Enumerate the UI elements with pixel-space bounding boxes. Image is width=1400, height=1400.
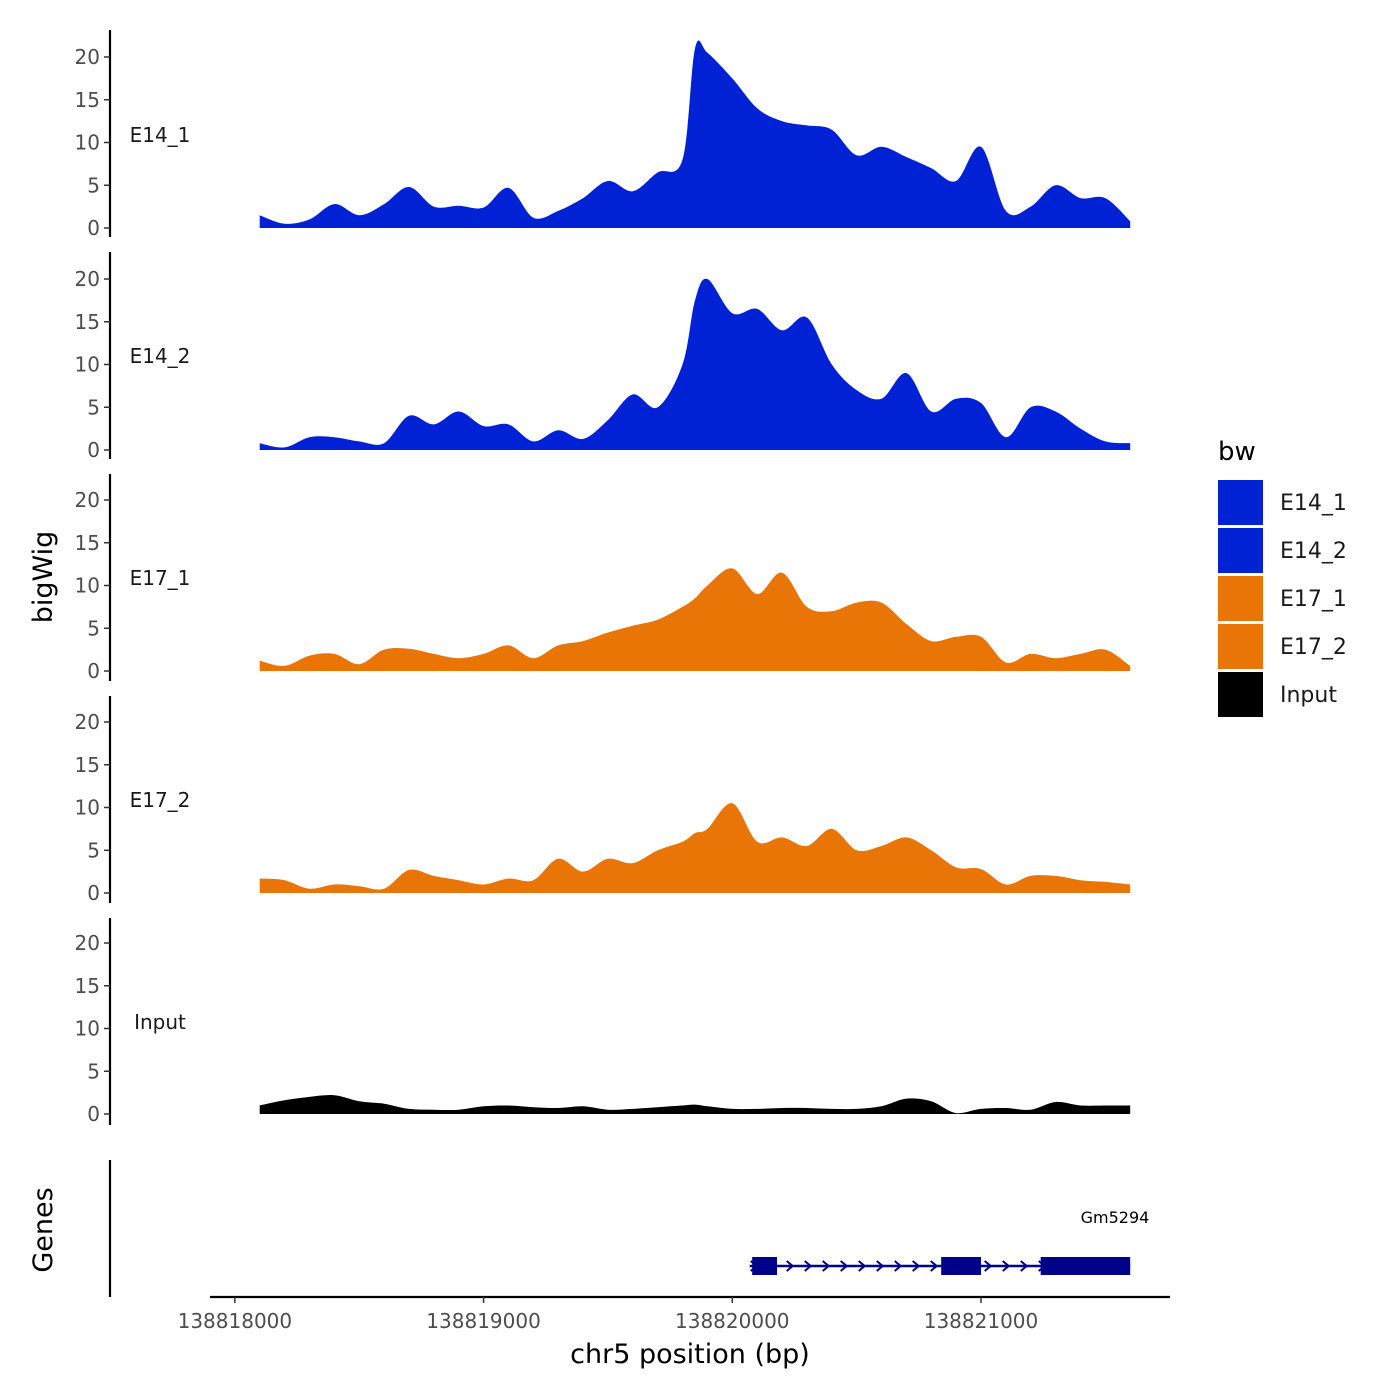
legend-key (1218, 624, 1263, 669)
signal-area-e14-2 (259, 278, 1131, 450)
strand-arrow (912, 1260, 921, 1272)
strand-arrow (984, 1260, 993, 1272)
strand-arrow (786, 1260, 795, 1272)
y-tick-label: 0 (87, 216, 100, 240)
track-e17-2: 0 5 10 15 20 E17_2 (75, 696, 1131, 905)
y-tick-label: 0 (87, 438, 100, 462)
y-tick-label: 15 (75, 88, 100, 112)
y-tick-label: 5 (87, 395, 100, 419)
y-tick-label: 10 (75, 1017, 100, 1041)
gene-exon (1040, 1257, 1131, 1275)
legend-key (1218, 672, 1263, 717)
strand-arrow (1020, 1260, 1029, 1272)
legend: bw E14_1 E14_2 E17_1 E17_2 Input (1218, 437, 1347, 717)
signal-area-e14-1 (259, 40, 1131, 228)
y-tick-label: 5 (87, 173, 100, 197)
legend-key (1218, 528, 1263, 573)
x-tick-label: 138818000 (178, 1309, 293, 1333)
track-e14-1: 0 5 10 15 20 E14_1 (75, 30, 1131, 240)
y-tick-label: 5 (87, 616, 100, 640)
y-tick-label: 20 (75, 931, 100, 955)
gene-label: Gm5294 (1081, 1208, 1150, 1227)
track-label: E14_1 (130, 123, 191, 147)
y-tick-label: 5 (87, 838, 100, 862)
strand-arrow (1002, 1260, 1011, 1272)
y-tick-label: 0 (87, 659, 100, 683)
y-tick-label: 20 (75, 710, 100, 734)
y-tick-label: 15 (75, 531, 100, 555)
signal-tracks: 05101520E14_105101520E14_205101520E17_10… (75, 30, 1131, 1126)
track-label: E14_2 (130, 344, 191, 368)
legend-label: E14_2 (1280, 539, 1347, 564)
legend-key (1218, 576, 1263, 621)
track-input: 0 5 10 15 20 Input (75, 918, 1131, 1126)
track-label: E17_2 (130, 788, 191, 812)
x-axis-title: chr5 position (bp) (570, 1339, 810, 1370)
legend-title: bw (1218, 437, 1256, 467)
y-tick-label: 20 (75, 488, 100, 512)
x-axis: 138818000 138819000 138820000 138821000 (178, 1295, 1170, 1333)
signal-area-e17-2 (259, 803, 1131, 893)
gene-exon (941, 1257, 981, 1275)
genes-axis-title: Genes (28, 1187, 59, 1272)
y-axis-title: bigWig (28, 531, 59, 624)
strand-arrow (822, 1260, 831, 1272)
gene-exon (752, 1257, 778, 1275)
x-tick-label: 138821000 (924, 1309, 1039, 1333)
gene-track: Gm5294 (108, 1160, 1150, 1297)
y-tick-label: 15 (75, 753, 100, 777)
signal-area-input (259, 1095, 1131, 1114)
track-label: E17_1 (130, 566, 191, 590)
y-tick-label: 10 (75, 131, 100, 155)
x-tick-label: 138819000 (426, 1309, 541, 1333)
legend-label: E17_1 (1280, 587, 1347, 612)
y-tick-label: 20 (75, 45, 100, 69)
y-tick-label: 10 (75, 574, 100, 598)
legend-label: E17_2 (1280, 635, 1347, 660)
y-tick-label: 15 (75, 310, 100, 334)
signal-area-e17-1 (259, 568, 1131, 671)
legend-label: E14_1 (1280, 491, 1347, 516)
track-e14-2: 0 5 10 15 20 E14_2 (75, 252, 1131, 462)
strand-arrow (930, 1260, 939, 1272)
y-tick-label: 0 (87, 881, 100, 905)
y-tick-label: 5 (87, 1059, 100, 1083)
y-tick-label: 20 (75, 267, 100, 291)
track-e17-1: 0 5 10 15 20 E17_1 (75, 474, 1131, 683)
strand-arrow (858, 1260, 867, 1272)
strand-arrow (840, 1260, 849, 1272)
legend-label: Input (1280, 683, 1337, 708)
strand-arrow (876, 1260, 885, 1272)
legend-key (1218, 480, 1263, 525)
y-tick-label: 10 (75, 796, 100, 820)
strand-arrow (804, 1260, 813, 1272)
y-tick-label: 10 (75, 353, 100, 377)
x-tick-label: 138820000 (675, 1309, 790, 1333)
strand-arrow (894, 1260, 903, 1272)
track-label: Input (134, 1010, 186, 1034)
y-tick-label: 0 (87, 1102, 100, 1126)
y-tick-label: 15 (75, 974, 100, 998)
